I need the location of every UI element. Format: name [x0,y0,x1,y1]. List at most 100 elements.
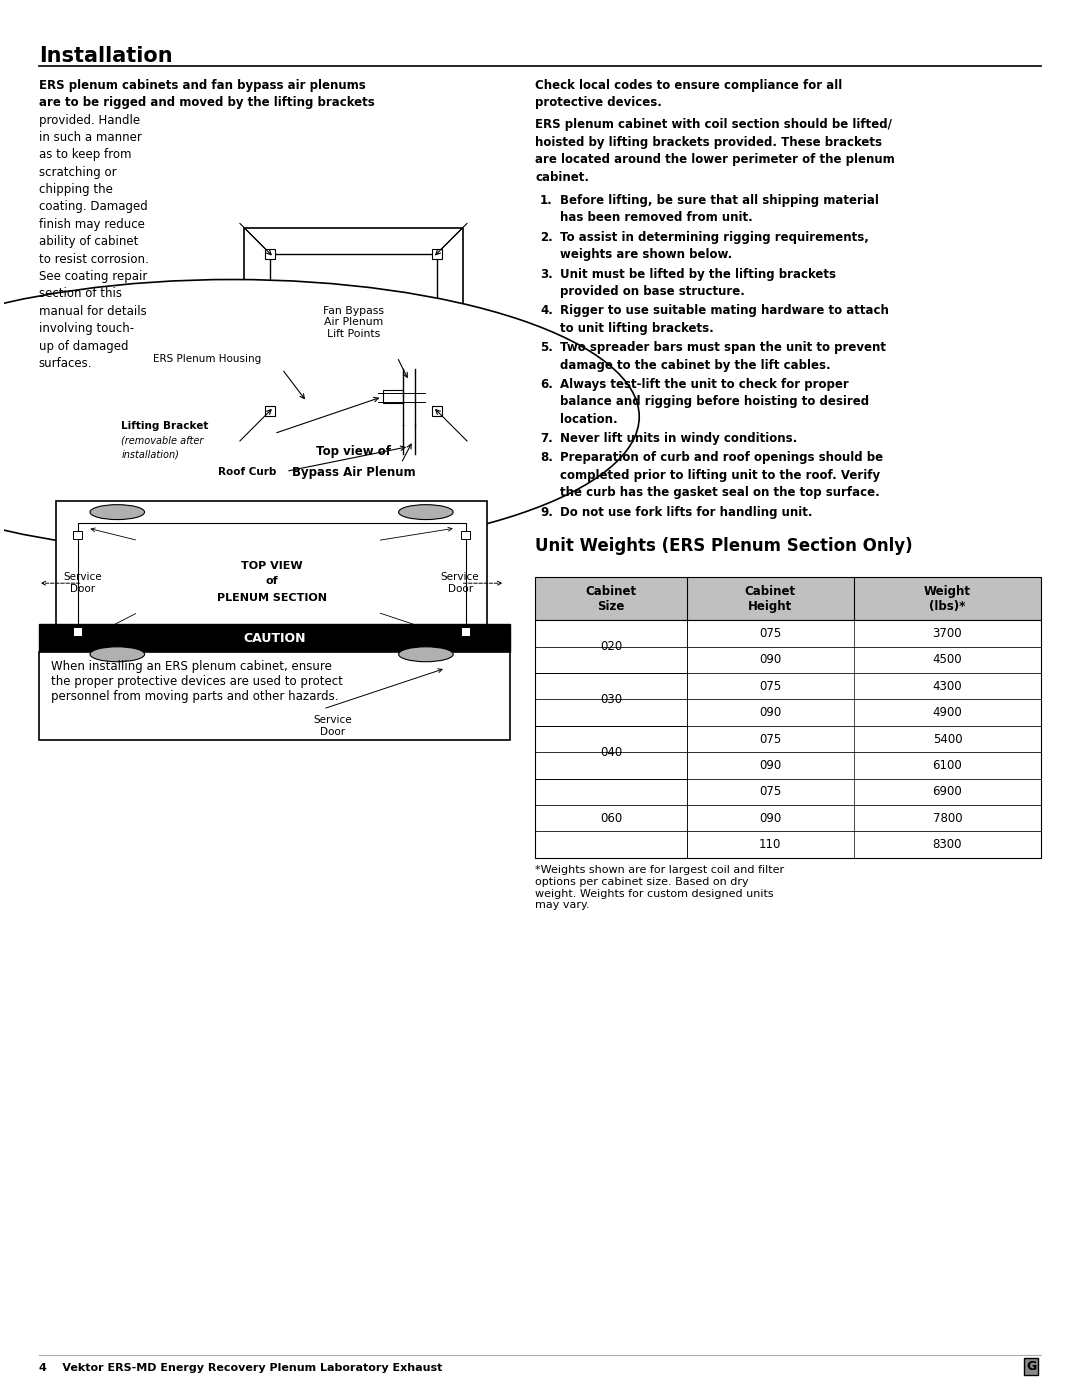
Text: 4300: 4300 [933,680,962,693]
Text: 090: 090 [759,654,782,666]
Bar [535,726,1041,752]
Bar [73,627,82,636]
Text: has been removed from unit.: has been removed from unit. [559,211,753,225]
Text: coating. Damaged: coating. Damaged [39,201,148,214]
Text: Weight
(lbs)*: Weight (lbs)* [924,584,971,613]
Text: ERS plenum cabinets and fan bypass air plenums: ERS plenum cabinets and fan bypass air p… [39,78,366,92]
Text: provided on base structure.: provided on base structure. [559,285,745,298]
Ellipse shape [399,647,454,662]
Text: installation): installation) [121,450,179,460]
Bar [265,405,275,416]
Text: to resist corrosion.: to resist corrosion. [39,253,149,265]
Text: cabinet.: cabinet. [535,170,589,183]
Bar [270,254,436,411]
Text: Roof Curb: Roof Curb [217,468,275,478]
Text: 4.: 4. [540,305,553,317]
Bar [535,805,1041,831]
Text: Service
Door: Service Door [313,715,352,736]
Text: 4500: 4500 [933,654,962,666]
Bar [535,752,1041,778]
Bar [535,647,1041,673]
Text: the curb has the gasket seal on the top surface.: the curb has the gasket seal on the top … [559,486,879,499]
Text: TOP VIEW: TOP VIEW [241,562,302,571]
Text: Do not use fork lifts for handling unit.: Do not use fork lifts for handling unit. [559,506,812,518]
Text: Fan Bypass
Air Plenum
Lift Points: Fan Bypass Air Plenum Lift Points [323,306,384,339]
Text: PLENUM SECTION: PLENUM SECTION [217,594,326,604]
Bar [535,620,1041,858]
Ellipse shape [90,647,145,662]
Text: Two spreader bars must span the unit to prevent: Two spreader bars must span the unit to … [559,341,886,355]
Text: Unit Weights (ERS Plenum Section Only): Unit Weights (ERS Plenum Section Only) [535,536,913,555]
Text: Cabinet
Size: Cabinet Size [585,584,636,613]
Text: in such a manner: in such a manner [39,131,141,144]
Bar [39,652,510,740]
Text: location.: location. [559,412,618,426]
Text: 090: 090 [759,812,782,824]
Text: weights are shown below.: weights are shown below. [559,249,732,261]
Text: 110: 110 [759,838,782,851]
Text: When installing an ERS plenum cabinet, ensure
the proper protective devices are : When installing an ERS plenum cabinet, e… [51,661,342,703]
Text: Lifting Bracket: Lifting Bracket [121,420,208,430]
Bar [535,673,1041,700]
Text: See coating repair: See coating repair [39,270,147,284]
Text: section of this: section of this [39,288,122,300]
Text: CAUTION: CAUTION [243,631,306,645]
Text: G: G [1026,1359,1036,1373]
Text: 075: 075 [759,680,782,693]
Text: (removable after: (removable after [121,436,204,446]
Bar [56,502,487,665]
Bar [535,778,1041,805]
Text: provided. Handle: provided. Handle [39,113,140,127]
Text: 3700: 3700 [933,627,962,640]
Text: to unit lifting brackets.: to unit lifting brackets. [559,321,714,335]
Text: *Weights shown are for largest coil and filter
options per cabinet size. Based o: *Weights shown are for largest coil and … [535,866,784,911]
Text: 6.: 6. [540,379,553,391]
Text: 5.: 5. [540,341,553,355]
Bar [535,700,1041,726]
Bar [244,228,462,437]
Text: 6900: 6900 [933,785,962,798]
Text: Bypass Air Plenum: Bypass Air Plenum [292,467,416,479]
Text: Installation: Installation [39,46,173,66]
Text: involving touch-: involving touch- [39,323,134,335]
Text: Service
Door: Service Door [64,573,103,594]
Ellipse shape [399,504,454,520]
Bar [432,249,442,258]
Text: Cabinet
Height: Cabinet Height [745,584,796,613]
Bar [461,627,470,636]
Text: 3.: 3. [540,268,553,281]
Text: 7800: 7800 [933,812,962,824]
Text: Never lift units in windy conditions.: Never lift units in windy conditions. [559,432,797,446]
Ellipse shape [0,279,639,553]
Ellipse shape [90,504,145,520]
Text: are located around the lower perimeter of the plenum: are located around the lower perimeter o… [535,154,895,166]
Bar [383,390,403,404]
Text: ability of cabinet: ability of cabinet [39,235,138,249]
Bar [78,522,465,644]
Text: 075: 075 [759,732,782,746]
Text: 040: 040 [599,746,622,759]
Text: balance and rigging before hoisting to desired: balance and rigging before hoisting to d… [559,395,869,408]
Text: 060: 060 [599,812,622,824]
Text: 5400: 5400 [933,732,962,746]
Text: damage to the cabinet by the lift cables.: damage to the cabinet by the lift cables… [559,359,831,372]
Text: surfaces.: surfaces. [39,358,93,370]
Text: finish may reduce: finish may reduce [39,218,145,231]
Text: manual for details: manual for details [39,305,147,319]
Bar [73,531,82,539]
Text: 4900: 4900 [933,705,962,719]
Text: 030: 030 [599,693,622,705]
Text: Unit must be lifted by the lifting brackets: Unit must be lifted by the lifting brack… [559,268,836,281]
Text: Before lifting, be sure that all shipping material: Before lifting, be sure that all shippin… [559,194,879,207]
Bar [432,405,442,416]
Text: protective devices.: protective devices. [535,96,662,109]
Text: 090: 090 [759,759,782,773]
Text: Check local codes to ensure compliance for all: Check local codes to ensure compliance f… [535,78,842,92]
Text: Rigger to use suitable mating hardware to attach: Rigger to use suitable mating hardware t… [559,305,889,317]
Text: 2.: 2. [540,231,553,244]
Bar [461,531,470,539]
Text: ERS Plenum Housing: ERS Plenum Housing [153,353,261,365]
Text: 1.: 1. [540,194,553,207]
Text: as to keep from: as to keep from [39,148,132,161]
Text: 4    Vektor ERS-MD Energy Recovery Plenum Laboratory Exhaust: 4 Vektor ERS-MD Energy Recovery Plenum L… [39,1363,443,1373]
